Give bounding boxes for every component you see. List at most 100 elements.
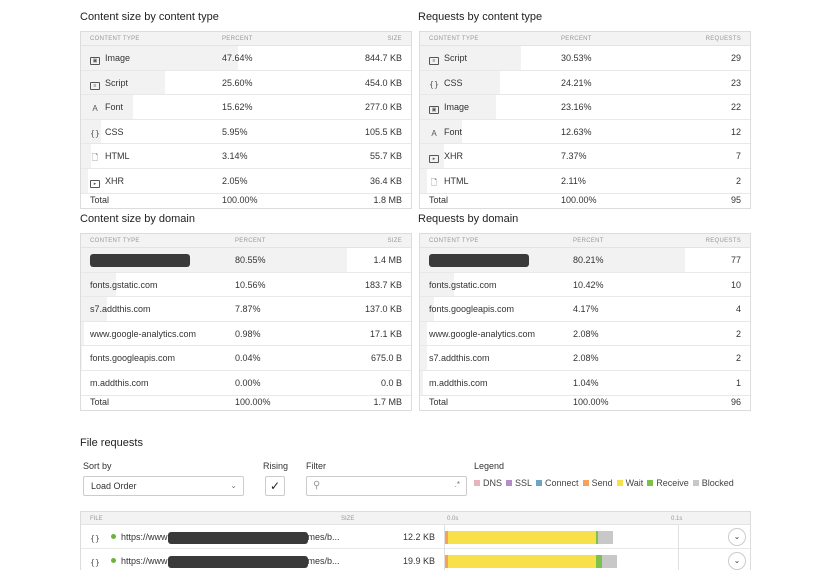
table-row: A Font 12.63% 12 — [420, 119, 750, 145]
share-bar — [81, 297, 107, 321]
total-value: 95 — [730, 194, 741, 205]
table-row: 80.55% 1.4 MB — [81, 248, 411, 273]
file-url-end[interactable]: mes/b... — [307, 532, 340, 542]
total-label: Total — [429, 194, 449, 205]
row-percent: 2.08% — [573, 328, 599, 339]
total-label: Total — [90, 194, 110, 205]
row-label-cell: www.google-analytics.com — [429, 322, 535, 346]
row-label: Image — [444, 102, 470, 113]
table-row: ≡ Script 30.53% 29 — [420, 46, 750, 71]
share-bar — [420, 46, 521, 70]
row-value: 29 — [730, 53, 741, 63]
value-header: REQUESTS — [705, 36, 741, 42]
row-label: fonts.googleapis.com — [429, 304, 515, 315]
row-value: 183.7 KB — [364, 279, 402, 290]
row-label: s7.addthis.com — [429, 353, 490, 364]
file-url-start[interactable]: https://www — [121, 556, 168, 566]
file-cell: {} https://www mes/b... — [90, 549, 340, 570]
filter-input[interactable]: ⚲ .* — [306, 476, 467, 496]
row-value: 22 — [730, 102, 741, 113]
row-percent: 25.60% — [222, 77, 253, 88]
waterfall-segment — [596, 531, 598, 544]
expand-row-button[interactable]: ⌄ — [728, 552, 746, 570]
row-value: 2 — [735, 175, 741, 186]
table-row: ▣ Image 47.64% 844.7 KB — [81, 46, 411, 71]
html-icon: 🗋 — [91, 153, 99, 163]
legend-text: Send — [591, 478, 613, 488]
total-percent: 100.00% — [561, 194, 597, 205]
total-percent: 100.00% — [222, 194, 258, 205]
row-value: 77 — [730, 255, 741, 265]
legend-item-wait: Wait — [616, 478, 643, 488]
expand-row-button[interactable]: ⌄ — [728, 528, 746, 546]
row-label: Script — [444, 53, 468, 63]
table-row: ▣ Image 23.16% 22 — [420, 95, 750, 120]
row-percent: 10.56% — [235, 279, 266, 290]
table-row: A Font 15.62% 277.0 KB — [81, 95, 411, 120]
row-percent: 80.21% — [573, 255, 604, 265]
row-label-cell: ≡ Script — [429, 46, 467, 70]
file-cell: {} https://www mes/b... — [90, 525, 340, 549]
row-value: 4 — [735, 304, 741, 315]
content-size-by-type-table: CONTENT TYPE PERCENT SIZE ▣ Image 47.64% 844.7… — [80, 31, 412, 209]
row-percent: 12.63% — [561, 126, 592, 137]
share-bar — [81, 70, 166, 95]
row-value: 137.0 KB — [364, 304, 402, 315]
row-value: 10 — [730, 279, 741, 290]
row-percent: 30.53% — [561, 53, 592, 63]
file-column-header: FILE — [90, 516, 103, 522]
sort-by-select[interactable]: Load Order ⌄ — [83, 476, 244, 496]
legend-text: DNS — [483, 478, 503, 488]
file-url-start[interactable]: https://www — [121, 532, 168, 542]
row-label-cell: 🗋 HTML — [429, 169, 469, 193]
file-row[interactable]: {} https://www mes/b... 19.9 KB ⌄ — [81, 549, 750, 570]
waterfall-segment — [596, 555, 602, 568]
content-size-by-type-section: Content size by content type — [80, 8, 219, 26]
content-type-header: CONTENT TYPE — [429, 238, 479, 244]
row-percent: 80.55% — [235, 255, 266, 265]
row-label: s7.addthis.com — [90, 304, 151, 315]
total-row: Total 100.00% 95 — [420, 194, 750, 208]
share-bar — [420, 346, 427, 370]
share-bar — [81, 321, 85, 346]
row-label-cell: ▸ XHR — [429, 144, 463, 168]
file-requests-title: File requests — [80, 437, 143, 449]
row-label-cell: ▣ Image — [90, 46, 130, 70]
requests-by-domain-table: CONTENT TYPE PERCENT REQUESTS 80.21% 77 fonts… — [419, 233, 751, 411]
status-dot — [111, 534, 116, 539]
row-label-cell: fonts.googleapis.com — [90, 346, 175, 370]
row-value: 277.0 KB — [364, 102, 402, 113]
chevron-down-icon: ⌄ — [230, 481, 237, 490]
row-percent: 1.04% — [573, 377, 599, 388]
row-label-cell: fonts.gstatic.com — [429, 273, 497, 297]
table-row: www.google-analytics.com 2.08% 2 — [420, 321, 750, 347]
table-row: ▸ XHR 7.37% 7 — [420, 144, 750, 169]
rising-label: Rising — [263, 461, 289, 471]
row-label: www.google-analytics.com — [90, 328, 197, 339]
row-label-cell: s7.addthis.com — [429, 346, 490, 370]
row-label-cell — [429, 248, 529, 272]
row-percent: 2.11% — [561, 175, 586, 186]
row-value: 2 — [735, 353, 741, 364]
share-bar — [420, 119, 462, 144]
share-bar — [81, 95, 133, 119]
row-value: 2 — [735, 328, 741, 339]
rising-checkbox[interactable]: ✓ — [265, 476, 285, 496]
share-bar — [81, 119, 101, 144]
share-bar — [420, 272, 455, 297]
timeline-tick-label: 0.1s — [671, 516, 683, 522]
file-row[interactable]: {} https://www mes/b... 12.2 KB ⌄ — [81, 525, 750, 549]
row-label: Font — [105, 102, 124, 113]
table-header: CONTENT TYPE PERCENT REQUESTS — [420, 32, 750, 46]
file-size: 12.2 KB — [403, 532, 436, 542]
table-row: {} CSS 5.95% 105.5 KB — [81, 119, 411, 145]
regex-toggle[interactable]: .* — [454, 480, 460, 489]
row-label: Image — [105, 53, 131, 63]
waterfall-segment — [598, 531, 613, 544]
requests-by-domain-section: Requests by domain — [418, 210, 518, 228]
row-percent: 10.42% — [573, 279, 604, 290]
file-url-end[interactable]: mes/b... — [307, 556, 340, 566]
table-row: m.addthis.com 0.00% 0.0 B — [81, 371, 411, 396]
html-icon: 🗋 — [430, 177, 438, 187]
row-percent: 7.87% — [235, 304, 261, 315]
